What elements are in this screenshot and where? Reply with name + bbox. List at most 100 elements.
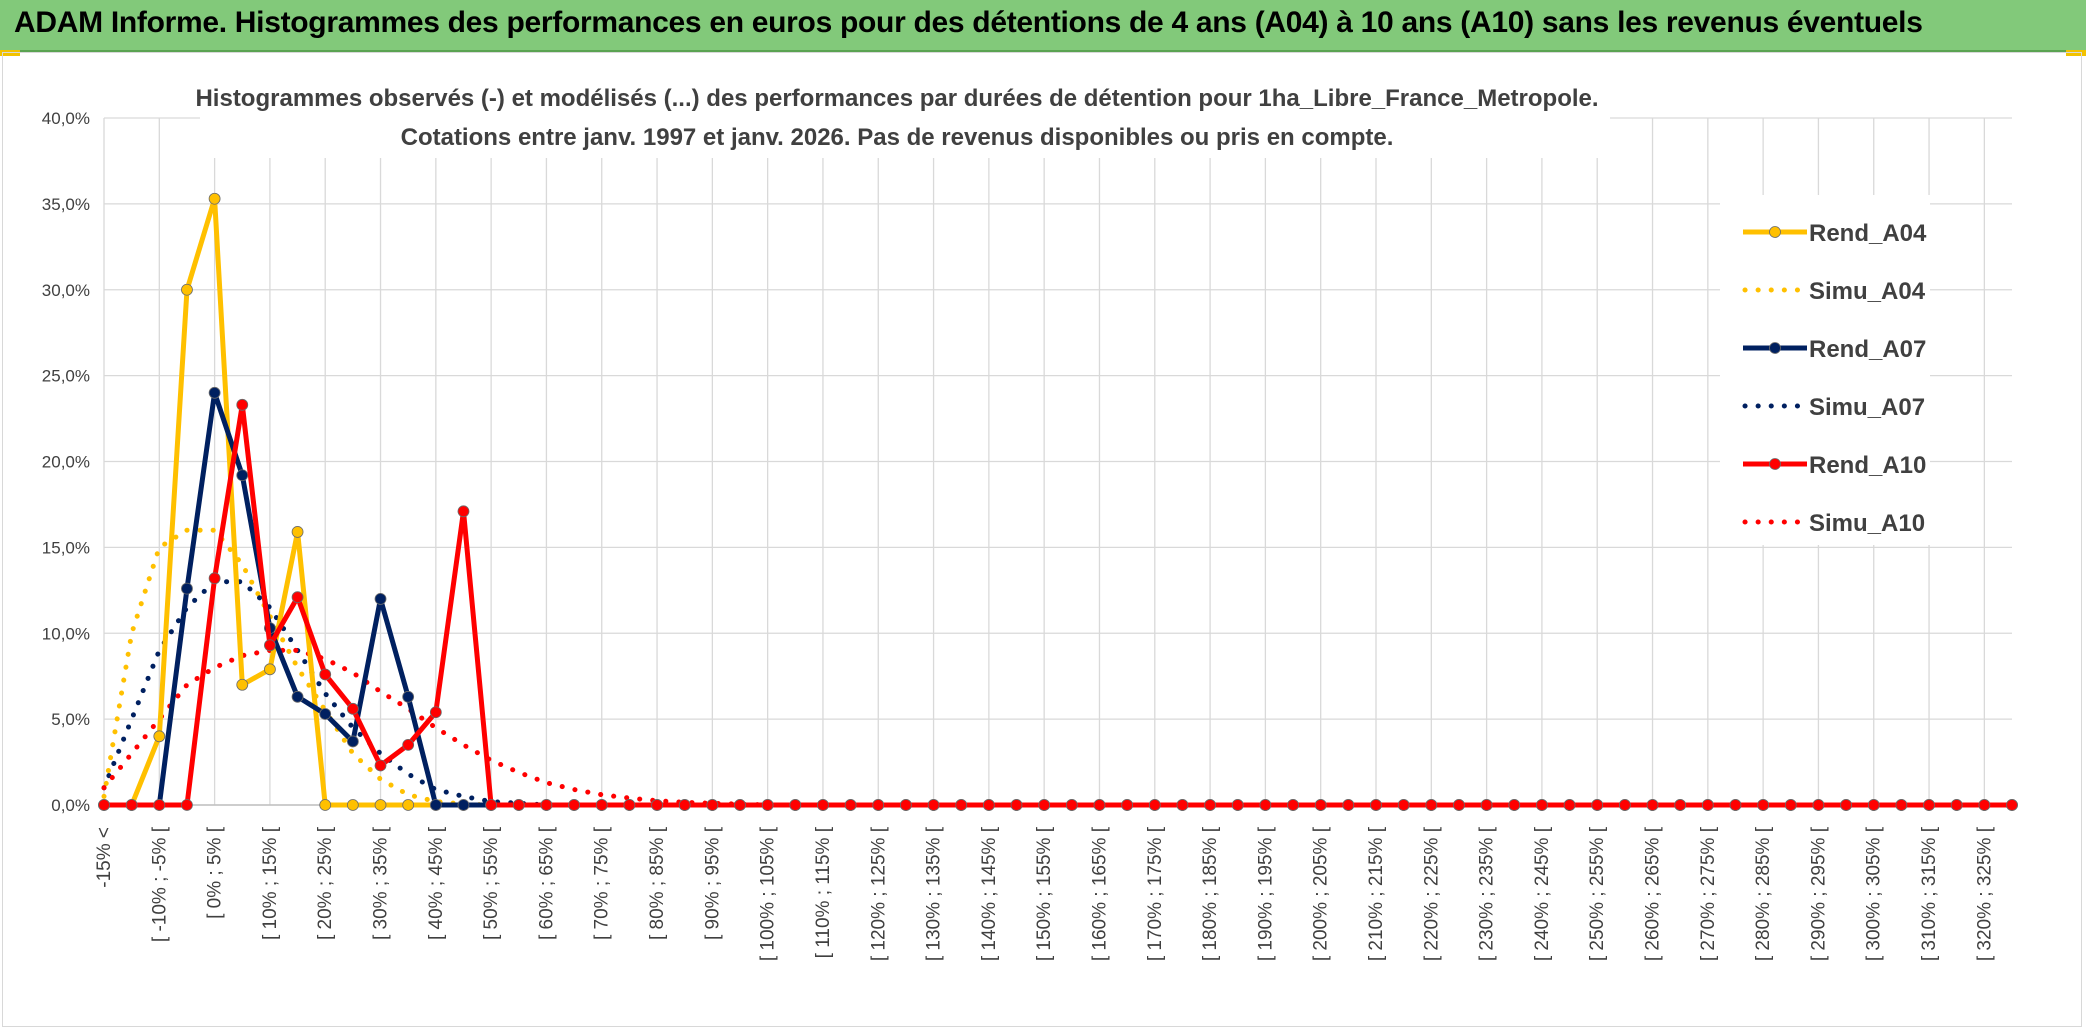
data-point-Rend_A10 <box>1287 799 1299 811</box>
data-point-Rend_A10 <box>1480 799 1493 811</box>
data-point-Rend_A10 <box>1646 799 1659 811</box>
chart-subtitle-line-1: Histogrammes observés (-) et modélisés (… <box>195 85 1598 112</box>
x-tick-label: [ 260% ; 265% [ <box>1643 826 1664 961</box>
y-axis: 0,0% 5,0% 10,0% 15,0% 20,0% 25,0% 30,0% 35,0% 40… <box>42 109 90 815</box>
data-point-Rend_A07 <box>319 708 332 720</box>
x-tick-label: [ 210% ; 215% [ <box>1366 826 1387 961</box>
x-tick-label: [ 220% ; 225% [ <box>1421 826 1442 961</box>
x-tick-label: [ 0% ; 5% [ <box>205 826 226 919</box>
x-tick-label: [ 30% ; 35% [ <box>371 826 392 940</box>
data-point-Rend_A10 <box>1729 799 1742 811</box>
data-point-Rend_A10 <box>457 505 470 518</box>
x-tick-label: -15% < <box>94 827 115 888</box>
data-point-Rend_A04 <box>374 799 387 811</box>
data-point-Rend_A10 <box>319 668 332 681</box>
x-tick-label: [ 280% ; 285% [ <box>1753 826 1774 961</box>
data-point-Rend_A10 <box>540 799 553 811</box>
data-point-Rend_A10 <box>1978 799 1991 811</box>
x-tick-label: [ 190% ; 195% [ <box>1255 826 1276 961</box>
data-point-Rend_A10 <box>1259 799 1272 811</box>
data-point-Rend_A10 <box>706 799 719 811</box>
data-point-Rend_A10 <box>1840 799 1852 811</box>
data-point-Rend_A10 <box>1397 799 1410 811</box>
series-line-Simu_A10 <box>101 647 2015 808</box>
legend-background <box>1720 195 1930 545</box>
y-tick-label: 0,0% <box>51 796 90 815</box>
data-point-Rend_A07 <box>181 582 193 595</box>
y-tick-label: 5,0% <box>51 710 90 729</box>
series-Simu_A10 <box>101 647 2015 808</box>
data-point-Rend_A04 <box>346 799 359 811</box>
data-point-Rend_A10 <box>1812 799 1825 811</box>
data-point-Rend_A10 <box>761 799 774 811</box>
data-point-Rend_A10 <box>1231 799 1244 811</box>
data-point-Rend_A04 <box>236 678 249 691</box>
data-point-Rend_A10 <box>1093 799 1106 811</box>
x-tick-label: [ 320% ; 325% [ <box>1974 826 1995 961</box>
x-tick-label: [ 270% ; 275% [ <box>1698 826 1719 961</box>
legend-marker <box>1769 226 1781 238</box>
x-tick-label: [ 300% ; 305% [ <box>1864 826 1885 961</box>
data-point-Rend_A07 <box>374 593 387 605</box>
data-point-Rend_A10 <box>98 799 110 811</box>
data-point-Rend_A10 <box>1010 799 1023 811</box>
data-point-Rend_A10 <box>1453 799 1465 811</box>
data-point-Rend_A10 <box>844 799 857 811</box>
legend-item-Rend_A04: Rend_A04 <box>1743 220 1927 247</box>
data-point-Rend_A10 <box>1065 799 1078 811</box>
data-point-Rend_A10 <box>789 799 802 811</box>
report-title: ADAM Informe. Histogrammes des performan… <box>14 6 1923 39</box>
data-point-Rend_A10 <box>181 799 193 811</box>
data-point-Rend_A10 <box>291 591 304 604</box>
x-tick-label: [ 130% ; 135% [ <box>924 826 945 961</box>
data-point-Rend_A07 <box>291 690 304 703</box>
data-point-Rend_A10 <box>1757 799 1770 811</box>
legend-label: Rend_A07 <box>1809 336 1926 363</box>
legend-label: Rend_A04 <box>1809 220 1927 247</box>
title-banner: ADAM Informe. Histogrammes des performan… <box>0 0 2086 52</box>
legend-marker <box>1769 342 1781 354</box>
legend-item-Simu_A07: Simu_A07 <box>1742 394 1925 421</box>
data-point-Rend_A07 <box>236 469 249 482</box>
chart-series <box>98 192 2018 811</box>
series-Simu_A07 <box>101 579 2015 808</box>
x-tick-label: [ 70% ; 75% [ <box>592 826 613 940</box>
data-point-Rend_A10 <box>153 799 166 811</box>
x-axis: -15% < [ -10% ; -5% [[ 0% ; 5% [[ 10% ; 1… <box>94 826 1995 961</box>
data-point-Rend_A10 <box>485 799 498 811</box>
legend-label: Rend_A10 <box>1809 452 1926 479</box>
data-point-Rend_A10 <box>1148 799 1161 811</box>
data-point-Rend_A07 <box>402 690 415 703</box>
x-tick-label: [ 110% ; 115% [ <box>813 826 834 958</box>
data-point-Rend_A04 <box>291 526 304 538</box>
data-point-Rend_A10 <box>512 799 525 811</box>
x-tick-label: [ 240% ; 245% [ <box>1532 826 1553 961</box>
data-point-Rend_A07 <box>346 735 359 748</box>
data-point-Rend_A10 <box>125 799 138 811</box>
x-tick-label: [ 60% ; 65% [ <box>536 826 557 940</box>
data-point-Rend_A10 <box>1314 799 1327 811</box>
y-tick-label: 40,0% <box>42 109 90 128</box>
series-line-Rend_A10 <box>104 402 2012 808</box>
data-point-Rend_A10 <box>1895 799 1908 811</box>
data-point-Rend_A10 <box>1591 799 1604 811</box>
legend-item-Simu_A10: Simu_A10 <box>1742 510 1925 537</box>
data-point-Rend_A10 <box>1618 799 1631 811</box>
data-point-Rend_A10 <box>264 639 276 652</box>
legend-label: Simu_A07 <box>1809 394 1925 421</box>
corner-accent-left <box>0 50 20 56</box>
subtitle-background <box>200 76 1610 158</box>
x-tick-label: [ 150% ; 155% [ <box>1034 826 1055 961</box>
data-point-Rend_A10 <box>1342 799 1355 811</box>
legend-item-Simu_A04: Simu_A04 <box>1742 278 1926 305</box>
data-point-Rend_A10 <box>346 702 359 715</box>
data-point-Rend_A04 <box>181 283 193 296</box>
x-tick-label: [ 140% ; 145% [ <box>979 826 1000 961</box>
x-tick-label: [ 290% ; 295% [ <box>1808 826 1829 961</box>
data-point-Rend_A10 <box>872 799 885 811</box>
y-tick-label: 35,0% <box>42 195 90 214</box>
data-point-Rend_A10 <box>734 799 746 811</box>
data-point-Rend_A10 <box>1701 799 1714 811</box>
x-tick-label: [ 160% ; 165% [ <box>1089 826 1110 961</box>
